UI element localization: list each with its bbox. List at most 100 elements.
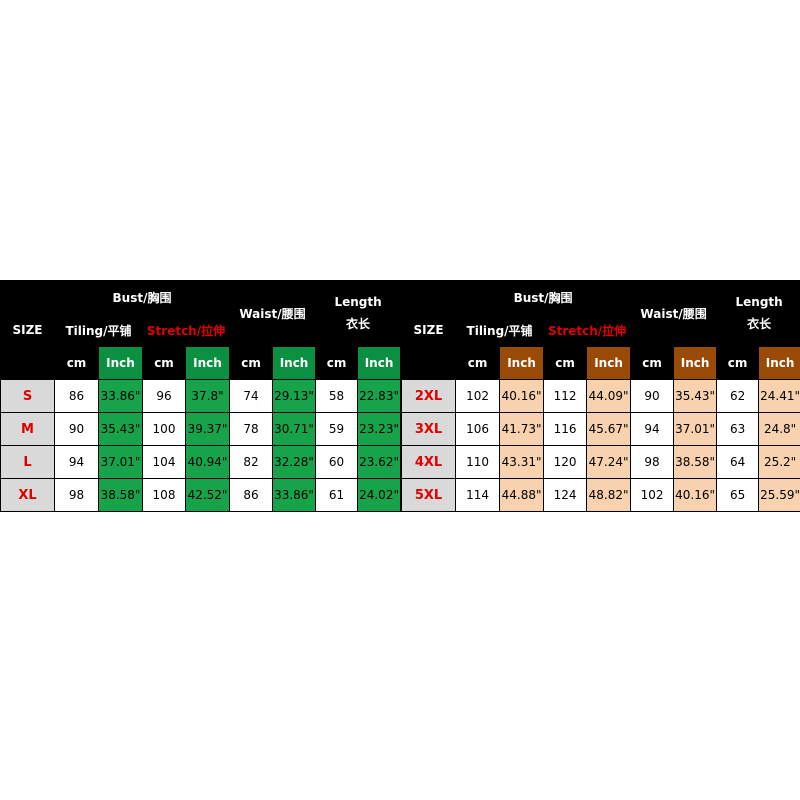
length-label: Length bbox=[334, 295, 382, 309]
cm-header: cm bbox=[315, 346, 359, 380]
cm-cell: 60 bbox=[315, 445, 359, 479]
data-row: S 86 33.86" 96 37.8" 74 29.13" 58 22.83" bbox=[0, 379, 402, 413]
tiling-header: Tiling/平铺 bbox=[54, 313, 143, 347]
size-cell: S bbox=[0, 379, 55, 413]
size-cell: 3XL bbox=[401, 412, 457, 446]
length-label: Length bbox=[735, 295, 783, 309]
header-row: cm Inch cm Inch cm Inch cm Inch bbox=[402, 346, 800, 380]
inch-cell: 45.67" bbox=[586, 412, 632, 446]
inch-cell: 43.31" bbox=[499, 445, 545, 479]
inch-header: Inch bbox=[673, 346, 718, 380]
inch-cell: 40.94" bbox=[184, 445, 231, 479]
size-cell: 4XL bbox=[401, 445, 457, 479]
waist-header: Waist/腰围 bbox=[229, 280, 317, 347]
inch-cell: 37.01" bbox=[673, 412, 718, 446]
cm-header: cm bbox=[54, 346, 99, 380]
inch-cell: 25.2" bbox=[758, 445, 800, 479]
inch-cell: 25.59" bbox=[758, 478, 800, 512]
cm-cell: 106 bbox=[455, 412, 501, 446]
length-label-cn: 衣长 bbox=[346, 317, 371, 331]
inch-cell: 35.43" bbox=[673, 379, 718, 413]
inch-cell: 30.71" bbox=[272, 412, 317, 446]
cm-header: cm bbox=[455, 346, 501, 380]
inch-cell: 41.73" bbox=[499, 412, 545, 446]
inch-header: Inch bbox=[499, 346, 545, 380]
bust-header: Bust/胸围 bbox=[455, 280, 632, 314]
cm-cell: 82 bbox=[229, 445, 274, 479]
inch-cell: 33.86" bbox=[272, 478, 317, 512]
stretch-header: Stretch/拉伸 bbox=[543, 313, 632, 347]
data-row: 2XL 102 40.16" 112 44.09" 90 35.43" 62 24.41" bbox=[401, 379, 800, 413]
inch-cell: 32.28" bbox=[272, 445, 317, 479]
inch-cell: 44.88" bbox=[499, 478, 545, 512]
cm-cell: 94 bbox=[54, 445, 99, 479]
cm-header: cm bbox=[716, 346, 760, 380]
inch-cell: 24.02" bbox=[357, 478, 402, 512]
inch-cell: 40.16" bbox=[673, 478, 718, 512]
inch-header: Inch bbox=[586, 346, 632, 380]
cm-cell: 61 bbox=[315, 478, 359, 512]
inch-cell: 47.24" bbox=[586, 445, 632, 479]
cm-cell: 58 bbox=[315, 379, 359, 413]
cm-cell: 65 bbox=[716, 478, 760, 512]
cm-cell: 90 bbox=[630, 379, 675, 413]
cm-cell: 116 bbox=[543, 412, 588, 446]
header-row: Tiling/平铺 Stretch/拉伸 bbox=[1, 313, 401, 347]
size-chart: SIZE Bust/胸围 Waist/腰围 Length 衣长 Tiling/平铺 Stre… bbox=[0, 280, 800, 512]
size-cell: M bbox=[0, 412, 55, 446]
inch-cell: 33.86" bbox=[98, 379, 143, 413]
data-row: L 94 37.01" 104 40.94" 82 32.28" 60 23.62" bbox=[0, 445, 402, 479]
cm-cell: 98 bbox=[630, 445, 675, 479]
inch-cell: 38.58" bbox=[673, 445, 718, 479]
cm-cell: 98 bbox=[54, 478, 99, 512]
cm-cell: 102 bbox=[630, 478, 675, 512]
cm-cell: 110 bbox=[455, 445, 501, 479]
data-row: M 90 35.43" 100 39.37" 78 30.71" 59 23.23" bbox=[0, 412, 402, 446]
cm-cell: 90 bbox=[54, 412, 99, 446]
cm-cell: 74 bbox=[229, 379, 274, 413]
cm-cell: 62 bbox=[716, 379, 760, 413]
size-table: SIZE Bust/胸围 Waist/腰围 Length 衣长 Tiling/平铺 Stre… bbox=[0, 280, 402, 512]
size-cell: 2XL bbox=[401, 379, 457, 413]
cm-header: cm bbox=[229, 346, 274, 380]
length-label-cn: 衣长 bbox=[747, 317, 772, 331]
cm-header: cm bbox=[630, 346, 675, 380]
tiling-header: Tiling/平铺 bbox=[455, 313, 545, 347]
inch-cell: 38.58" bbox=[98, 478, 143, 512]
cm-cell: 102 bbox=[455, 379, 501, 413]
inch-cell: 44.09" bbox=[586, 379, 632, 413]
size-cell: XL bbox=[0, 478, 55, 512]
size-cell: L bbox=[0, 445, 55, 479]
inch-cell: 42.52" bbox=[184, 478, 231, 512]
inch-cell: 23.23" bbox=[357, 412, 402, 446]
stretch-header: Stretch/拉伸 bbox=[141, 313, 231, 347]
size-header: SIZE bbox=[0, 280, 55, 380]
cm-cell: 94 bbox=[630, 412, 675, 446]
inch-cell: 24.8" bbox=[758, 412, 800, 446]
size-header: SIZE bbox=[401, 280, 457, 380]
data-row: 3XL 106 41.73" 116 45.67" 94 37.01" 63 24.8" bbox=[401, 412, 800, 446]
cm-cell: 78 bbox=[229, 412, 274, 446]
inch-cell: 37.01" bbox=[98, 445, 143, 479]
cm-cell: 96 bbox=[142, 379, 186, 413]
inch-header: Inch bbox=[184, 346, 231, 380]
cm-cell: 114 bbox=[455, 478, 501, 512]
length-header: Length 衣长 bbox=[315, 280, 402, 347]
inch-cell: 48.82" bbox=[586, 478, 632, 512]
bust-header: Bust/胸围 bbox=[53, 280, 231, 314]
header-row: cm Inch cm Inch cm Inch cm Inch bbox=[1, 346, 402, 380]
cm-cell: 100 bbox=[142, 412, 186, 446]
data-row: 5XL 114 44.88" 124 48.82" 102 40.16" 65 25.59" bbox=[401, 478, 800, 512]
inch-cell: 24.41" bbox=[758, 379, 800, 413]
cm-header: cm bbox=[142, 346, 186, 380]
waist-header: Waist/腰围 bbox=[630, 280, 718, 347]
inch-header: Inch bbox=[758, 346, 800, 380]
inch-header: Inch bbox=[357, 346, 402, 380]
size-cell: 5XL bbox=[401, 478, 457, 512]
inch-cell: 35.43" bbox=[98, 412, 143, 446]
inch-cell: 23.62" bbox=[357, 445, 402, 479]
cm-cell: 59 bbox=[315, 412, 359, 446]
data-row: XL 98 38.58" 108 42.52" 86 33.86" 61 24.02" bbox=[0, 478, 402, 512]
cm-cell: 120 bbox=[543, 445, 588, 479]
